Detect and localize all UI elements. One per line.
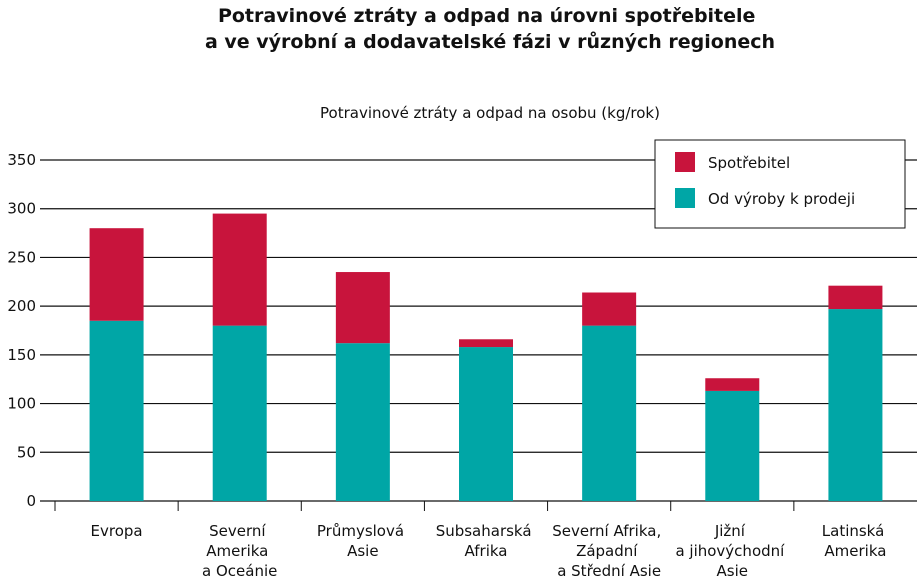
bar-segment [582, 325, 637, 501]
bar-segment [89, 228, 144, 321]
x-tick-label: Průmyslová Asie [317, 522, 409, 560]
x-tick-label: Severní Amerika a Oceánie [202, 522, 277, 580]
y-tick-label: 0 [26, 492, 36, 510]
bar-segment [459, 339, 513, 348]
bar-segment [705, 378, 760, 391]
x-tick-label: Evropa [91, 522, 143, 540]
legend-swatch [675, 188, 695, 208]
legend-label: Od výroby k prodeji [708, 190, 855, 208]
x-tick-label: Severní Afrika, Západní a Střední Asie [552, 522, 666, 580]
bar-segment [212, 325, 267, 501]
bar-segment [582, 292, 637, 326]
y-tick-label: 200 [7, 297, 36, 315]
legend-box [654, 139, 906, 229]
bar-segment [828, 285, 883, 310]
bar-segment [335, 272, 390, 344]
bar-segment [335, 343, 390, 501]
y-tick-label: 50 [17, 443, 36, 461]
y-tick-label: 300 [7, 200, 36, 218]
bar-segment [89, 320, 144, 501]
x-tick-label: Jižní a jihovýchodní Asie [675, 522, 789, 580]
bar-segment [828, 309, 883, 501]
bar-segment [459, 347, 513, 501]
y-tick-label: 350 [7, 151, 36, 169]
bar-segment [212, 213, 267, 326]
bar-segment [705, 390, 760, 501]
y-tick-label: 100 [7, 395, 36, 413]
x-tick-label: Latinská Amerika [822, 522, 889, 560]
x-tick-label: Subsaharská Afrika [436, 522, 537, 560]
y-tick-label: 150 [7, 346, 36, 364]
legend-swatch [675, 152, 695, 172]
chart-subtitle: Potravinové ztráty a odpad na osobu (kg/… [320, 104, 660, 122]
chart-title: Potravinové ztráty a odpad na úrovni spo… [205, 5, 775, 53]
y-tick-label: 250 [7, 248, 36, 266]
legend-label: Spotřebitel [708, 154, 790, 172]
